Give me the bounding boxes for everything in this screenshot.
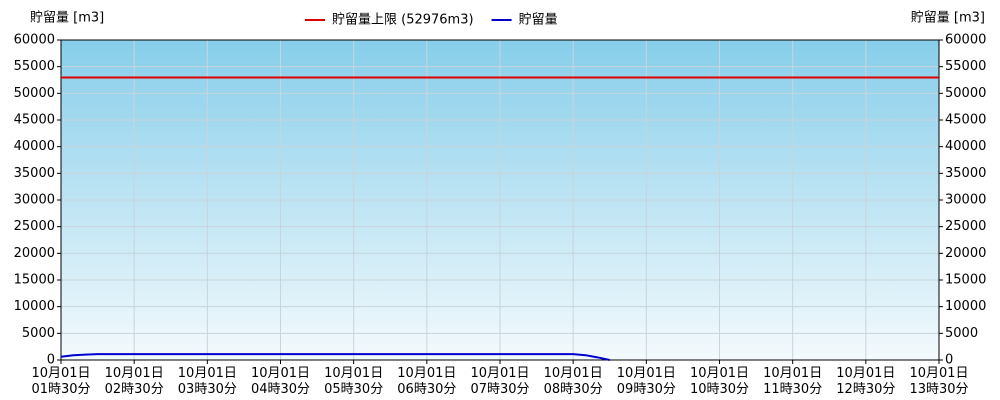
y2-tick-label: 45000 (945, 113, 986, 128)
y-axis-title: 貯留量 [m3] (30, 11, 104, 26)
y-tick-label: 15000 (14, 273, 55, 288)
x-tick-label: 10月01日 04時30分 (251, 366, 310, 397)
x-tick-label: 10月01日 10時30分 (690, 366, 749, 397)
x-tick-label: 10月01日 12時30分 (836, 366, 895, 397)
y-tick-label: 55000 (14, 59, 55, 74)
y2-tick-label: 50000 (945, 86, 986, 101)
y-tick-label: 60000 (14, 33, 55, 48)
x-tick-label: 10月01日 09時30分 (617, 366, 676, 397)
x-tick-label: 10月01日 07時30分 (470, 366, 529, 397)
y-tick-label: 25000 (14, 219, 55, 234)
y-tick-label: 0 (47, 353, 55, 368)
y-tick-label: 40000 (14, 139, 55, 154)
series-line (60, 353, 610, 361)
y2-axis-title: 貯留量 [m3] (911, 11, 985, 26)
x-tick-label: 10月01日 02時30分 (105, 366, 164, 397)
x-tick-label: 10月01日 08時30分 (544, 366, 603, 397)
legend-label: 貯留量 (519, 13, 558, 28)
y2-tick-label: 20000 (945, 246, 986, 261)
y2-tick-label: 55000 (945, 59, 986, 74)
x-tick-label: 10月01日 13時30分 (909, 366, 968, 397)
y2-tick-label: 60000 (945, 33, 986, 48)
y-tick-label: 30000 (14, 193, 55, 208)
x-tick-label: 10月01日 11時30分 (763, 366, 822, 397)
x-tick-label: 10月01日 03時30分 (178, 366, 237, 397)
x-tick-label: 10月01日 06時30分 (397, 366, 456, 397)
y-tick-label: 10000 (14, 299, 55, 314)
y-tick-label: 20000 (14, 246, 55, 261)
y2-tick-label: 40000 (945, 139, 986, 154)
x-tick-label: 10月01日 01時30分 (31, 366, 90, 397)
y-tick-label: 35000 (14, 166, 55, 181)
y2-tick-label: 30000 (945, 193, 986, 208)
y2-tick-label: 0 (945, 353, 953, 368)
y-tick-label: 5000 (22, 326, 55, 341)
y-tick-label: 45000 (14, 113, 55, 128)
y2-tick-label: 15000 (945, 273, 986, 288)
y2-tick-label: 25000 (945, 219, 986, 234)
x-tick-label: 10月01日 05時30分 (324, 366, 383, 397)
y2-tick-label: 5000 (945, 326, 978, 341)
y-tick-label: 50000 (14, 86, 55, 101)
y2-tick-label: 10000 (945, 299, 986, 314)
legend-label: 貯留量上限 (52976m3) (332, 13, 474, 28)
plot-frame (60, 39, 940, 361)
y2-tick-label: 35000 (945, 166, 986, 181)
